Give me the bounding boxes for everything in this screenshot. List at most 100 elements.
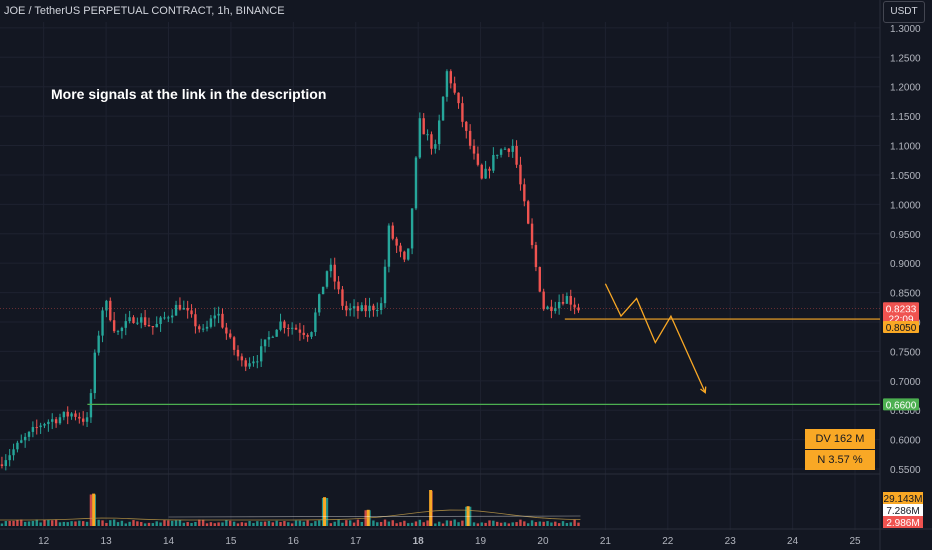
volume-bar	[136, 521, 139, 526]
volume-bar	[519, 519, 522, 526]
candle-body	[283, 321, 286, 328]
candle-body	[136, 322, 139, 324]
volume-label: 2.986M	[886, 518, 919, 529]
volume-bar	[379, 521, 383, 526]
volume-bar	[198, 519, 201, 526]
volume-bar	[515, 522, 518, 526]
candle-body	[449, 71, 452, 84]
volume-bar	[399, 522, 402, 526]
volume-bar	[201, 519, 205, 526]
candle-body	[147, 325, 151, 327]
volume-bar	[472, 522, 476, 526]
candle-body	[352, 306, 356, 309]
volume-bar	[372, 520, 375, 526]
candle-body	[217, 313, 220, 316]
candle-body	[472, 145, 476, 154]
candle-body	[453, 83, 456, 93]
y-tick-label: 0.8500	[890, 289, 921, 300]
volume-bar	[476, 523, 480, 526]
volume-bar	[74, 521, 77, 526]
volume-bar	[337, 519, 340, 526]
volume-bar	[437, 521, 441, 526]
candle-body	[573, 304, 576, 308]
candle-body	[8, 455, 11, 461]
volume-bar	[174, 520, 178, 526]
candle-body	[58, 417, 62, 424]
candle-body	[345, 305, 348, 311]
volume-bar	[441, 523, 445, 526]
volume-bar	[225, 520, 228, 526]
candle-body	[120, 327, 124, 332]
volume-bar	[163, 520, 166, 526]
volume-bar	[449, 520, 452, 526]
candle-body	[325, 271, 329, 287]
candle-body	[16, 442, 19, 450]
currency-button[interactable]: USDT	[883, 1, 925, 23]
candle-body	[31, 427, 35, 432]
volume-bar	[0, 523, 4, 526]
volume-bar	[12, 520, 15, 526]
candle-body	[182, 307, 186, 310]
candle-body	[372, 305, 375, 311]
volume-bar	[147, 522, 151, 526]
volume-bar	[109, 520, 112, 526]
projection-arrowhead	[700, 386, 707, 394]
candle-body	[418, 118, 422, 158]
volume-bar	[178, 520, 182, 526]
candle-body	[190, 310, 193, 315]
candle-body	[534, 245, 538, 268]
volume-bar	[112, 519, 116, 526]
candle-body	[403, 251, 406, 260]
volume-bar	[43, 519, 46, 526]
candle-body	[383, 266, 387, 304]
candle-body	[376, 309, 379, 311]
volume-bar	[62, 521, 66, 526]
volume-bar	[97, 519, 100, 526]
volume-bar	[279, 522, 282, 526]
volume-bar	[356, 519, 360, 526]
volume-bar	[348, 520, 352, 526]
volume-bar	[360, 521, 363, 526]
x-tick-label: 20	[537, 536, 549, 547]
volume-bar	[39, 522, 42, 526]
candle-body	[240, 356, 244, 361]
volume-bar	[523, 521, 526, 526]
candle-body	[112, 320, 116, 332]
y-tick-label: 1.2000	[890, 83, 921, 94]
candle-body	[461, 103, 464, 122]
volume-bar	[283, 521, 286, 526]
candle-body	[62, 411, 66, 418]
candle-body	[557, 301, 561, 309]
volume-bar	[461, 520, 464, 526]
candle-body	[221, 313, 224, 328]
volume-bar	[271, 522, 274, 526]
last-price-badge: 0.8233	[886, 304, 917, 315]
candle-body	[132, 317, 135, 324]
candle-body	[476, 153, 480, 165]
volume-bar	[229, 520, 232, 526]
volume-bar	[47, 519, 50, 526]
candle-body	[561, 301, 565, 304]
candle-body	[47, 421, 50, 425]
candle-body	[4, 460, 8, 466]
candle-body	[81, 418, 85, 422]
volume-bar	[259, 521, 263, 526]
volume-bar	[205, 523, 209, 526]
candle-body	[105, 300, 108, 311]
volume-bar	[310, 523, 313, 526]
volume-bar	[31, 520, 35, 526]
x-tick-label: 16	[288, 536, 300, 547]
candle-body	[341, 289, 344, 306]
candle-body	[554, 308, 557, 312]
candle-body	[337, 281, 340, 290]
x-tick-label: 15	[225, 536, 237, 547]
volume-bar	[23, 521, 27, 526]
candle-body	[39, 425, 42, 428]
candle-body	[51, 419, 54, 422]
candle-body	[93, 352, 97, 394]
volume-bar	[232, 521, 236, 526]
volume-bar	[511, 522, 514, 526]
last-price-badge-bg	[883, 302, 919, 315]
symbol-header[interactable]: JOE / TetherUS PERPETUAL CONTRACT, 1h, B…	[4, 5, 285, 17]
